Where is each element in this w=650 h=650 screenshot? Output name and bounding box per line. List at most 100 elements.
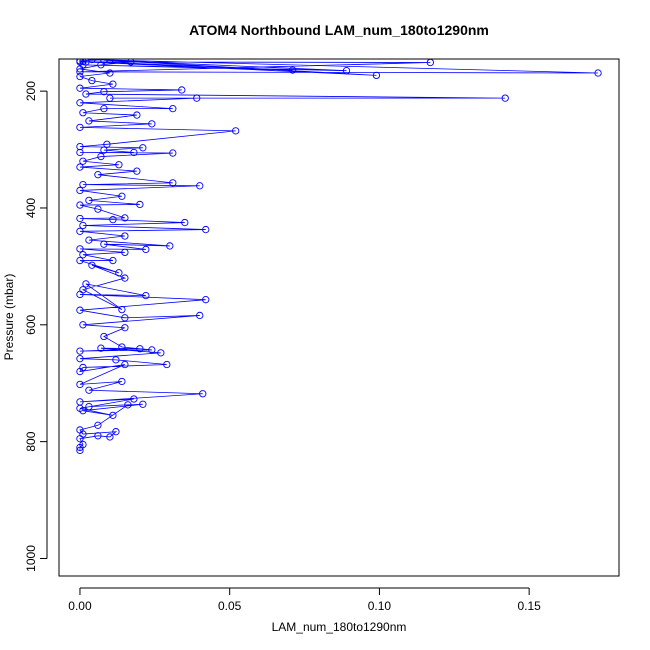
data-point — [79, 321, 87, 329]
data-point — [76, 68, 84, 76]
data-point — [76, 148, 84, 157]
data-point — [124, 401, 132, 409]
data-point — [100, 105, 108, 113]
data-point — [76, 123, 84, 132]
data-point — [76, 84, 84, 92]
data-point — [232, 127, 240, 135]
data-point — [426, 59, 434, 67]
data-point — [76, 142, 84, 151]
data-point — [202, 296, 210, 304]
data-point — [79, 59, 87, 65]
data-series — [76, 59, 602, 455]
data-point — [109, 256, 117, 265]
data-point — [79, 221, 87, 230]
data-point — [103, 140, 111, 148]
data-point — [76, 59, 84, 65]
data-point — [109, 411, 117, 419]
data-point — [79, 286, 87, 294]
data-point — [139, 144, 147, 152]
data-point — [594, 69, 602, 77]
data-point — [196, 311, 204, 320]
data-point — [79, 180, 87, 189]
data-point — [181, 218, 189, 227]
data-point — [136, 345, 144, 353]
data-point — [118, 377, 126, 386]
data-point — [163, 360, 171, 369]
data-point — [100, 146, 108, 154]
data-point — [121, 214, 129, 222]
data-point — [109, 215, 117, 224]
data-point — [121, 232, 129, 240]
data-point — [121, 360, 129, 369]
x-axis-label: LAM_num_180to1290nm — [272, 620, 407, 634]
data-point — [115, 161, 123, 169]
data-point — [121, 324, 129, 332]
data-point — [76, 214, 84, 223]
plot-frame — [58, 58, 620, 577]
data-point — [79, 109, 87, 117]
data-point — [94, 205, 102, 213]
data-point — [100, 332, 108, 341]
data-point — [76, 72, 84, 81]
data-point — [82, 280, 90, 288]
data-point — [79, 251, 87, 259]
data-point — [94, 432, 102, 440]
data-point — [121, 314, 129, 322]
data-point — [106, 94, 114, 102]
data-point — [79, 157, 87, 165]
data-point — [121, 274, 129, 282]
data-point — [139, 400, 147, 408]
data-point — [100, 240, 108, 248]
data-point — [76, 186, 84, 195]
y-axis-label: Pressure (mbar) — [2, 274, 16, 361]
y-tick-label: 800 — [24, 431, 38, 451]
data-point — [85, 117, 93, 125]
data-point — [88, 76, 96, 85]
data-point — [127, 59, 135, 66]
data-point — [501, 94, 509, 102]
data-point — [76, 245, 84, 253]
x-tick-label: 0.05 — [218, 599, 242, 613]
data-point — [142, 245, 150, 254]
data-point — [112, 428, 120, 436]
data-point — [82, 90, 90, 98]
data-point — [76, 426, 84, 434]
data-point — [133, 111, 141, 119]
data-point — [130, 148, 138, 157]
data-point — [193, 94, 201, 102]
data-point — [76, 201, 84, 209]
y-tick-label: 400 — [24, 198, 38, 218]
data-point — [88, 261, 96, 269]
y-tick-label: 200 — [24, 81, 38, 101]
data-point — [169, 179, 177, 187]
data-point — [372, 71, 381, 80]
data-point — [76, 99, 84, 107]
x-tick-label: 0.15 — [517, 599, 541, 613]
data-point — [85, 402, 93, 411]
data-point — [76, 163, 84, 171]
data-point — [97, 152, 105, 161]
data-point — [79, 440, 87, 449]
data-point — [106, 69, 114, 77]
data-point — [169, 105, 177, 113]
data-point — [130, 395, 138, 403]
data-point — [76, 446, 84, 455]
data-point — [112, 356, 120, 364]
y-axis: 200 400 600 800 1000 — [24, 81, 48, 572]
data-point — [106, 59, 114, 64]
data-point — [85, 236, 93, 244]
data-point — [76, 306, 84, 314]
data-point — [100, 88, 108, 96]
data-point — [157, 349, 165, 357]
data-point — [133, 167, 141, 175]
data-point — [115, 269, 123, 277]
data-point — [196, 182, 204, 190]
data-point — [94, 171, 102, 179]
data-point — [97, 344, 105, 352]
data-point — [76, 227, 84, 235]
x-tick-label: 0.10 — [368, 599, 392, 613]
data-point — [202, 225, 210, 234]
y-tick-label: 1000 — [24, 545, 38, 572]
